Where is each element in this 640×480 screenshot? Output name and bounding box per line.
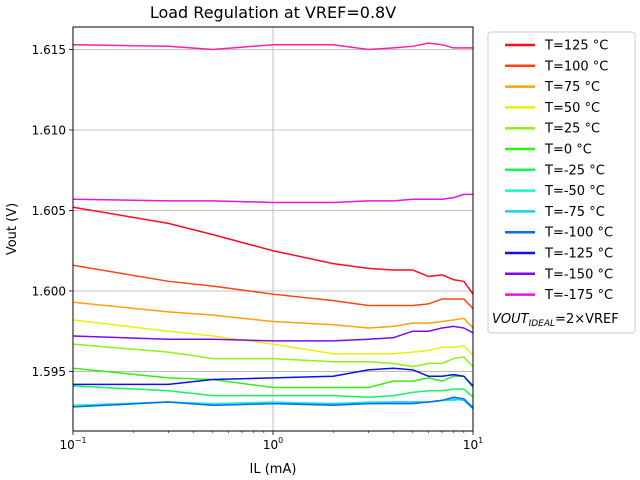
series-line-3 xyxy=(73,319,473,356)
series-group xyxy=(73,42,473,410)
series-line-1 xyxy=(73,264,473,310)
legend-note-prefix: VOUT xyxy=(492,312,530,327)
x-axis-ticks: 10−1 100 101 xyxy=(59,431,483,452)
legend-label: T=0 °C xyxy=(544,143,592,158)
legend-label: T=75 °C xyxy=(544,80,600,95)
series-line-9 xyxy=(73,396,473,409)
y-tick-label: 1.605 xyxy=(32,204,66,218)
legend-label: T=-25 °C xyxy=(544,163,605,178)
legend-label: T=125 °C xyxy=(544,39,608,54)
legend-label: T=-75 °C xyxy=(544,205,605,220)
series-lines xyxy=(73,42,473,410)
series-line-12 xyxy=(73,193,473,204)
y-tick-label: 1.600 xyxy=(32,284,66,298)
legend-note: VOUTIDEAL=2×VREF xyxy=(492,312,619,329)
legend-note-subscript: IDEAL xyxy=(529,319,555,329)
y-tick-label: 1.615 xyxy=(32,43,66,57)
y-tick-label: 1.595 xyxy=(32,365,66,379)
legend-label: T=50 °C xyxy=(544,101,600,116)
legend-label: T=-100 °C xyxy=(544,226,613,241)
series-line-4 xyxy=(73,343,473,368)
chart-title: Load Regulation at VREF=0.8V xyxy=(150,3,396,22)
x-tick-label: 10−1 xyxy=(59,436,86,452)
series-line-11 xyxy=(73,325,473,342)
x-tick-label: 100 xyxy=(263,436,283,452)
y-tick-label: 1.610 xyxy=(32,124,66,138)
legend-label: T=-175 °C xyxy=(544,288,613,303)
series-line-10 xyxy=(73,367,473,387)
legend-note-suffix: =2×VREF xyxy=(555,312,619,327)
x-axis-label: IL (mA) xyxy=(250,462,297,477)
legend-entries: T=125 °C T=100 °C T=75 °C T=50 °C T=25 °C T=0… xyxy=(505,39,613,303)
y-axis-ticks: 1.595 1.600 1.605 1.610 1.615 xyxy=(32,43,73,379)
legend: T=125 °C T=100 °C T=75 °C T=50 °C T=25 °C T=0… xyxy=(487,31,636,334)
series-line-13 xyxy=(73,42,473,51)
y-axis-label: Vout (V) xyxy=(5,203,20,255)
series-line-2 xyxy=(73,301,473,329)
x-tick-label: 101 xyxy=(463,436,483,452)
series-line-0 xyxy=(73,206,473,295)
series-line-6 xyxy=(73,385,473,398)
legend-label: T=25 °C xyxy=(544,122,600,137)
legend-label: T=100 °C xyxy=(544,59,608,74)
legend-label: T=-150 °C xyxy=(544,267,613,282)
legend-label: T=-50 °C xyxy=(544,184,605,199)
legend-label: T=-125 °C xyxy=(544,247,613,262)
